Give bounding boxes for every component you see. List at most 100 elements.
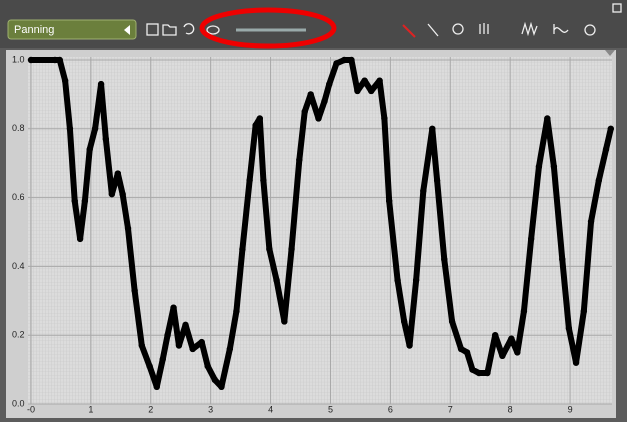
parameter-label: Panning <box>14 24 54 36</box>
automation-node <box>429 125 436 132</box>
automation-node <box>595 177 603 184</box>
automation-node <box>114 170 122 177</box>
automation-node <box>159 356 166 363</box>
automation-node <box>266 246 273 253</box>
automation-node <box>587 218 595 225</box>
automation-node <box>153 383 160 390</box>
maximize-icon[interactable] <box>612 3 622 13</box>
automation-node <box>81 197 89 205</box>
automation-node <box>226 345 234 353</box>
automation-node <box>368 87 375 95</box>
automation-node <box>475 369 483 377</box>
automation-node <box>76 235 84 243</box>
y-tick-label: 0.0 <box>12 398 25 408</box>
automation-node <box>406 342 413 349</box>
automation-node <box>341 56 348 64</box>
automation-node <box>572 359 580 366</box>
eraser-tool[interactable] <box>427 23 439 37</box>
x-tick-label: 2 <box>148 404 153 414</box>
automation-node <box>288 246 295 253</box>
wave-icon[interactable] <box>521 21 538 37</box>
automation-node <box>108 190 116 198</box>
automation-node <box>514 349 521 356</box>
automation-node <box>301 108 308 115</box>
x-tick-label: -0 <box>27 404 35 414</box>
automation-node <box>204 362 211 370</box>
automation-node <box>146 362 153 370</box>
automation-node <box>559 256 566 263</box>
automation-node <box>256 115 264 122</box>
scroll-marker <box>605 50 615 56</box>
automation-node <box>51 56 59 64</box>
curve-icon[interactable] <box>553 24 569 34</box>
automation-node <box>394 276 401 284</box>
x-tick-label: 7 <box>448 404 453 414</box>
automation-node <box>565 325 573 332</box>
automation-node <box>607 125 615 132</box>
zoom-tool[interactable] <box>452 23 464 35</box>
automation-node <box>508 335 515 342</box>
automation-node <box>348 56 355 64</box>
undo-icon[interactable] <box>183 23 195 35</box>
x-tick-label: 4 <box>268 404 273 414</box>
automation-node <box>119 190 126 198</box>
open-icon[interactable] <box>162 24 177 36</box>
automation-node <box>484 369 491 377</box>
automation-node <box>457 345 465 353</box>
automation-node <box>175 342 183 349</box>
automation-node <box>433 177 441 184</box>
automation-node <box>170 304 177 311</box>
automation-node <box>315 115 322 122</box>
x-tick-label: 3 <box>208 404 213 414</box>
highlight-ring <box>199 7 337 49</box>
automation-node <box>182 321 189 329</box>
automation-node <box>420 187 427 194</box>
automation-node <box>400 318 408 325</box>
automation-node <box>463 349 471 356</box>
automation-node <box>354 87 361 95</box>
y-tick-label: 0.8 <box>12 123 25 133</box>
automation-node <box>91 125 99 132</box>
automation-node <box>520 307 528 315</box>
view-icon[interactable] <box>206 25 220 35</box>
pencil-tool[interactable] <box>402 24 416 38</box>
parameter-menu[interactable] <box>7 19 137 40</box>
y-tick-label: 0.6 <box>12 192 25 202</box>
automation-node <box>27 56 35 64</box>
settings-icon[interactable] <box>584 24 596 36</box>
automation-node <box>218 383 225 390</box>
hand-tool[interactable] <box>479 23 489 34</box>
automation-node <box>381 115 388 122</box>
automation-node <box>307 91 314 98</box>
automation-node <box>239 246 246 253</box>
automation-node <box>321 98 328 105</box>
automation-node <box>233 307 240 315</box>
y-tick-label: 0.4 <box>12 261 25 271</box>
automation-node <box>61 77 69 84</box>
automation-node <box>376 77 383 84</box>
automation-node <box>246 177 253 184</box>
automation-node <box>527 235 535 243</box>
automation-node <box>326 80 333 88</box>
automation-node <box>86 146 93 153</box>
automation-node <box>602 146 610 153</box>
save-icon[interactable] <box>146 23 159 36</box>
automation-node <box>273 276 280 284</box>
automation-node <box>412 276 420 284</box>
automation-node <box>544 115 551 122</box>
x-tick-label: 8 <box>508 404 513 414</box>
automation-node <box>281 318 288 325</box>
automation-node <box>189 345 196 353</box>
automation-node <box>138 342 146 349</box>
y-tick-label: 0.2 <box>12 330 25 340</box>
automation-node <box>296 156 303 163</box>
automation-node <box>535 163 543 170</box>
automation-node <box>385 197 393 205</box>
automation-node <box>66 125 74 132</box>
automation-node <box>211 376 219 384</box>
menu-arrow <box>124 25 130 35</box>
x-tick-label: 9 <box>568 404 573 414</box>
automation-node <box>102 135 110 143</box>
automation-node <box>448 318 456 325</box>
